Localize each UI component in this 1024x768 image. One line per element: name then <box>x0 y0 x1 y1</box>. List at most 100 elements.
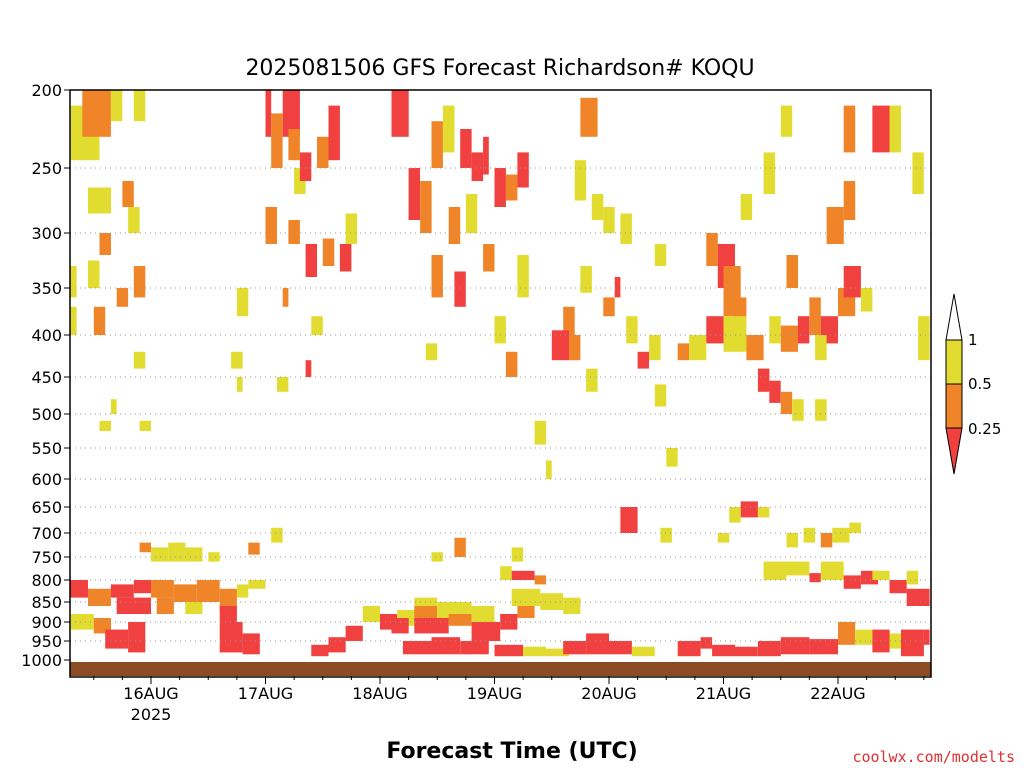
ri-cell <box>746 335 764 361</box>
ri-cell <box>826 207 844 244</box>
ri-cell <box>151 580 174 598</box>
ri-cell <box>299 152 312 181</box>
ri-cell <box>271 527 283 543</box>
ri-cell <box>740 501 758 518</box>
ri-cell <box>677 641 701 657</box>
ri-cell <box>546 648 569 657</box>
ri-cell <box>236 377 243 392</box>
ri-cell <box>288 220 300 244</box>
ri-cell <box>860 288 873 312</box>
ri-cell <box>128 207 140 233</box>
colorbar-label-0-25: 0.25 <box>968 420 1001 438</box>
ri-cell <box>294 168 306 194</box>
ri-cell <box>248 542 260 555</box>
ri-cell <box>620 507 638 533</box>
ri-cell <box>923 629 930 645</box>
ri-cell <box>820 533 833 548</box>
ri-cell <box>231 351 243 369</box>
ri-cell <box>277 377 289 392</box>
ri-cell <box>208 552 220 562</box>
ri-cell <box>517 606 535 618</box>
ri-cell <box>757 507 770 518</box>
ri-cell <box>139 420 151 431</box>
ri-cell <box>505 351 518 377</box>
ri-cell <box>311 644 329 657</box>
ri-cell <box>838 622 856 645</box>
ri-cell <box>511 547 524 562</box>
ri-cell <box>574 160 587 201</box>
y-tick-label: 300 <box>31 224 62 243</box>
ri-cell <box>431 121 443 168</box>
gridlines <box>70 167 931 642</box>
ri-cell <box>431 637 461 655</box>
ri-cell <box>168 542 186 562</box>
ri-cell <box>88 588 111 606</box>
ri-cell <box>133 90 146 122</box>
ri-cell <box>236 584 249 598</box>
ri-cell <box>889 580 907 594</box>
ri-cell <box>843 105 856 153</box>
y-tick-label: 250 <box>31 159 62 178</box>
ri-cell <box>431 255 443 298</box>
y-tick-label: 700 <box>31 524 62 543</box>
ri-cell <box>780 325 798 352</box>
ri-cell <box>133 266 146 298</box>
ri-cell <box>362 606 380 622</box>
ri-cell <box>843 575 861 589</box>
ri-cell <box>128 622 146 653</box>
x-tick-label: 17AUG <box>238 684 293 703</box>
ri-cell <box>133 351 146 369</box>
ri-cell <box>620 213 632 244</box>
ri-cell <box>734 646 758 657</box>
x-tick-label: 21AUG <box>696 684 751 703</box>
ri-cell <box>345 213 358 244</box>
y-tick-label: 950 <box>31 632 62 651</box>
ri-cell <box>93 306 106 335</box>
colorbar-yellow <box>945 339 963 385</box>
ri-cell <box>517 152 529 188</box>
ri-cell <box>809 297 821 335</box>
ri-cell <box>248 580 266 589</box>
ri-cell <box>414 618 449 634</box>
ri-cell <box>265 90 272 137</box>
ri-cell <box>70 266 77 298</box>
ri-cell <box>110 399 117 414</box>
ri-cell <box>88 187 100 214</box>
ri-cell <box>322 238 335 266</box>
ri-cell <box>769 316 781 344</box>
ri-cell <box>609 641 632 655</box>
ri-cell <box>849 522 861 533</box>
ri-cell <box>689 335 707 361</box>
ri-cell <box>631 646 655 657</box>
ri-cell <box>420 181 432 233</box>
ri-cell <box>809 573 821 583</box>
ri-cell <box>580 266 592 293</box>
ri-cell <box>563 306 575 335</box>
ri-cell <box>219 622 243 653</box>
colorbar: 1 0.5 0.25 <box>945 293 1001 475</box>
ri-cell <box>717 533 730 543</box>
credit-link[interactable]: coolwx.com/modelts <box>852 748 1015 766</box>
ri-cell <box>780 105 793 137</box>
ri-cell <box>740 194 753 220</box>
ri-cell <box>540 593 564 610</box>
ri-cell <box>196 580 220 602</box>
ri-cell <box>483 136 489 175</box>
x-axis: 16AUG 2025 17AUG 18AUG 19AUG 20AUG 21AUG 22AUG <box>93 676 925 724</box>
ri-cell <box>654 244 667 266</box>
ri-cell <box>99 420 111 431</box>
ri-cell <box>454 537 466 557</box>
ri-cell <box>311 316 323 335</box>
y-tick-label: 600 <box>31 470 62 489</box>
ri-cell <box>219 606 237 622</box>
ri-cell <box>288 129 300 161</box>
ri-cell <box>706 316 724 344</box>
ri-cell <box>763 152 776 194</box>
ri-cell <box>471 622 501 641</box>
ri-cell <box>460 129 472 168</box>
ri-cell <box>282 288 289 307</box>
ri-cell <box>494 316 506 344</box>
chart-title: 2025081506 GFS Forecast Richardson# KOQU <box>245 56 754 81</box>
ri-cell <box>586 368 598 392</box>
ri-cell <box>797 316 810 344</box>
